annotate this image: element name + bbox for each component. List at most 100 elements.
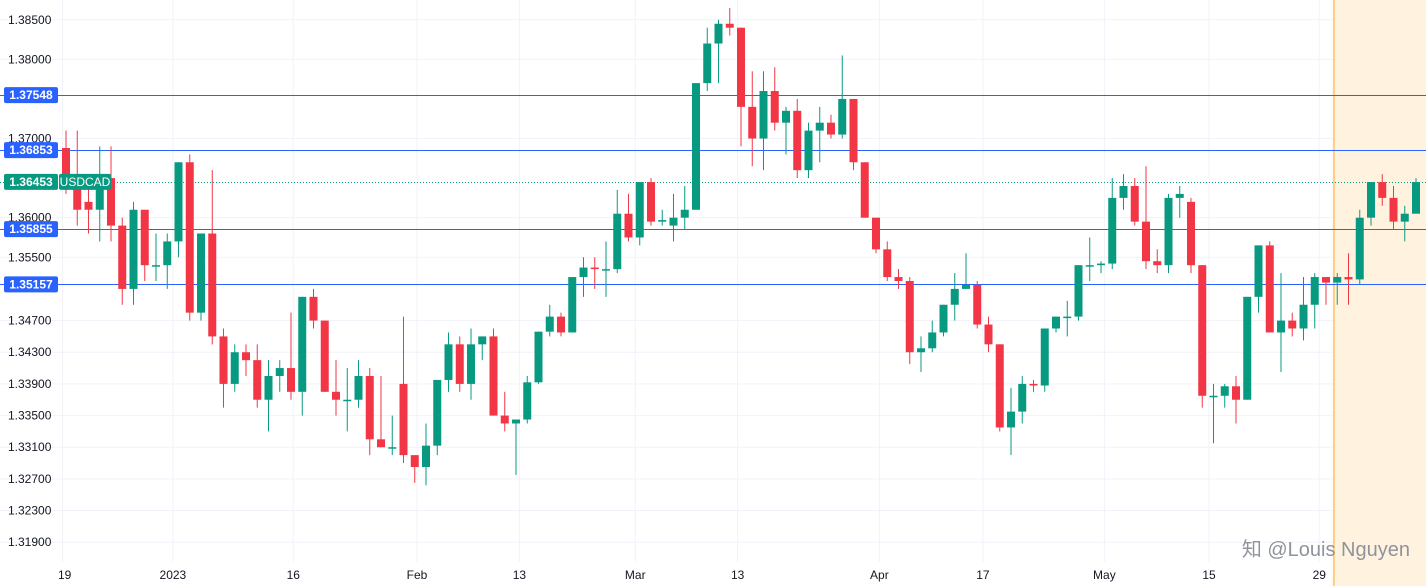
price-tags: 1.37548 1.36853 1.35855 1.35157 1.36453 USDCA… bbox=[4, 87, 111, 293]
y-tick-label: 1.33900 bbox=[8, 377, 52, 391]
candle-body-up bbox=[129, 209, 138, 289]
candle-body-down bbox=[107, 178, 115, 226]
candle-body-up bbox=[1119, 186, 1128, 198]
x-tick-label: 2023 bbox=[160, 568, 187, 582]
candle-body-down bbox=[1322, 277, 1330, 283]
candle-body-down bbox=[872, 217, 880, 250]
x-tick-label: Mar bbox=[625, 568, 646, 582]
candle-body-up bbox=[759, 91, 768, 139]
candle-body-up bbox=[1108, 197, 1117, 264]
level-price-label: 1.35157 bbox=[9, 277, 53, 291]
candle-body-up bbox=[804, 130, 813, 171]
candle-body-up bbox=[1277, 320, 1285, 333]
candle-body-up bbox=[1052, 316, 1060, 329]
x-tick-label: 19 bbox=[58, 568, 72, 582]
y-tick-label: 1.31900 bbox=[8, 535, 52, 549]
candle-body-up bbox=[613, 213, 622, 270]
candle-body-up bbox=[478, 336, 487, 345]
candle-body-up bbox=[523, 382, 532, 420]
candle-body-down bbox=[849, 98, 858, 163]
candle-body-down bbox=[1029, 383, 1038, 386]
candle-body-up bbox=[1097, 263, 1105, 266]
candle-body-up bbox=[692, 83, 700, 210]
candle-body-down bbox=[1288, 320, 1297, 329]
candle-body-down bbox=[793, 110, 802, 171]
candle-body-up bbox=[1333, 277, 1342, 283]
level-price-label: 1.35855 bbox=[9, 222, 53, 236]
candle-body-up bbox=[444, 344, 453, 380]
candle-body-up bbox=[1085, 265, 1094, 267]
y-tick-label: 1.34700 bbox=[8, 314, 52, 328]
candle-body-up bbox=[95, 186, 104, 210]
candle-body-down bbox=[500, 415, 509, 424]
candle-body-up bbox=[422, 445, 430, 468]
candle-body-up bbox=[815, 122, 824, 131]
candle-body-up bbox=[545, 316, 554, 332]
candle-body-up bbox=[298, 296, 307, 392]
candle-body-down bbox=[185, 162, 194, 313]
candle-body-down bbox=[219, 336, 228, 384]
symbol-label: USDCAD bbox=[60, 175, 111, 189]
highlight-zone bbox=[1333, 0, 1426, 586]
candle-body-up bbox=[433, 379, 442, 446]
candle-body-up bbox=[174, 162, 183, 242]
candle-body-down bbox=[905, 281, 914, 353]
candle-body-up bbox=[343, 399, 352, 402]
candle-body-down bbox=[62, 148, 70, 179]
candle-body-up bbox=[467, 344, 475, 384]
candle-body-down bbox=[1153, 261, 1162, 266]
candle-body-up bbox=[579, 267, 588, 278]
candle-body-down bbox=[883, 249, 892, 278]
watermark: 知 @Louis Nguyen bbox=[1242, 538, 1410, 561]
candle-body-up bbox=[1254, 245, 1263, 297]
candle-body-down bbox=[1232, 386, 1240, 400]
y-tick-label: 1.35500 bbox=[8, 250, 52, 264]
candle-body-up bbox=[928, 332, 937, 349]
level-price-label: 1.36853 bbox=[9, 143, 53, 157]
candle-body-up bbox=[163, 241, 172, 266]
candle-body-down bbox=[1198, 265, 1207, 396]
x-tick-label: 16 bbox=[287, 568, 301, 582]
candle-body-up bbox=[1367, 182, 1375, 218]
candle-body-down bbox=[118, 225, 127, 289]
last-price-tag bbox=[4, 173, 58, 190]
candle-body-down bbox=[455, 344, 464, 384]
candle-body-up bbox=[1299, 304, 1308, 329]
candle-body-down bbox=[737, 27, 745, 107]
candle-body-up bbox=[1063, 316, 1072, 319]
level-price-tag bbox=[4, 221, 58, 238]
candle-body-up bbox=[197, 233, 205, 313]
candle-body-up bbox=[1040, 328, 1049, 386]
candle-body-up bbox=[669, 217, 678, 226]
candle-body-up bbox=[703, 43, 712, 84]
candle-body-up bbox=[635, 182, 644, 238]
y-tick-label: 1.38000 bbox=[8, 52, 52, 66]
candle-body-down bbox=[140, 209, 149, 266]
candle-body-up bbox=[962, 284, 970, 289]
candle-body-down bbox=[748, 106, 757, 139]
candle-body-up bbox=[602, 269, 610, 271]
candle-body-up bbox=[354, 375, 363, 400]
candle-body-down bbox=[332, 391, 340, 400]
y-tick-label: 1.38500 bbox=[8, 13, 52, 27]
candle-body-down bbox=[1378, 182, 1387, 198]
candle-body-down bbox=[399, 383, 408, 456]
candle-body-down bbox=[410, 455, 419, 468]
candle-body-up bbox=[512, 419, 520, 424]
candle-body-up bbox=[680, 209, 689, 218]
level-price-tag bbox=[4, 87, 58, 104]
y-tick-label: 1.32300 bbox=[8, 504, 52, 518]
candle-body-up bbox=[1310, 277, 1319, 305]
candle-body-down bbox=[309, 296, 318, 321]
candle-body-up bbox=[782, 110, 790, 123]
candle-body-down bbox=[377, 439, 385, 448]
y-tick-label: 1.33100 bbox=[8, 440, 52, 454]
candle-body-up bbox=[1400, 213, 1409, 222]
candle-body-down bbox=[84, 201, 93, 210]
candle-body-down bbox=[242, 352, 250, 361]
candle-body-up bbox=[1164, 197, 1173, 266]
candle-body-up bbox=[230, 352, 239, 384]
horizontal-levels bbox=[0, 95, 1426, 285]
